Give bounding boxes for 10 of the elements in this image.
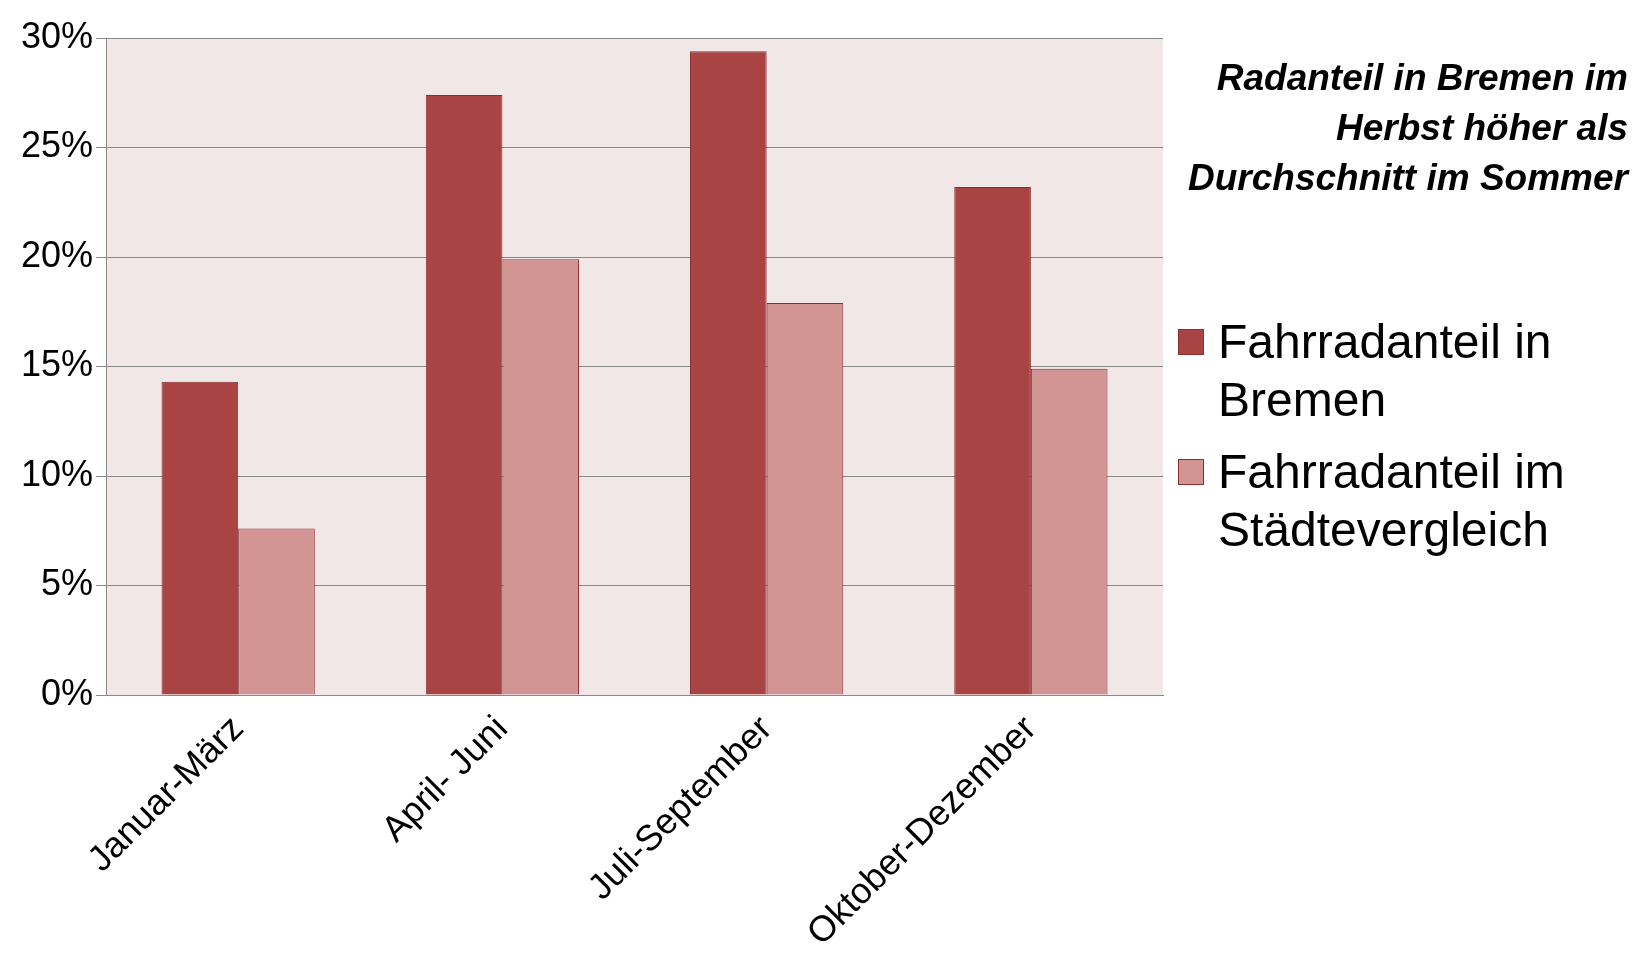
y-tick-label: 25% [20, 124, 94, 166]
legend-label: Fahrradanteil im Städtevergleich [1218, 444, 1566, 558]
y-tick-label: 0% [41, 671, 94, 713]
text: Radanteil in Bremen im Herbst höher als Durchschnitt im Sommer [1187, 56, 1628, 200]
y-tick-label: 15% [20, 343, 94, 385]
y-tick-label: 10% [20, 452, 94, 494]
legend-label: Fahrradanteil in Bremen [1218, 314, 1553, 428]
y-tick-label: 30% [20, 14, 94, 56]
y-tick-label: 5% [41, 562, 94, 604]
y-tick-label: 20% [20, 233, 94, 275]
